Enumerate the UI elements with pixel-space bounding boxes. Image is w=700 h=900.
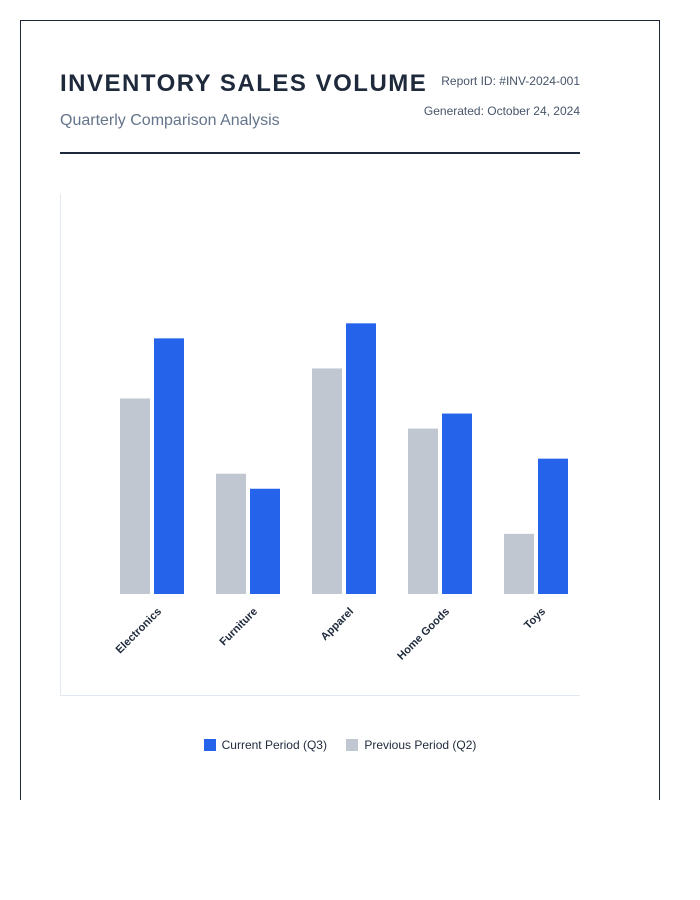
bar-current-home-goods (442, 413, 472, 594)
report-header: INVENTORY SALES VOLUME Quarterly Compari… (60, 70, 580, 154)
bar-previous-electronics (120, 398, 150, 594)
bar-current-apparel (346, 323, 376, 594)
legend-item-current: Current Period (Q3) (203, 737, 327, 752)
legend-label-previous: Previous Period (Q2) (364, 737, 477, 752)
x-tick-label: Toys (522, 606, 548, 632)
bar-current-toys (538, 458, 568, 594)
bar-chart: Electronics Furniture Apparel Home Goods Toy… (60, 194, 580, 696)
header-divider (60, 152, 580, 154)
page-subtitle: Quarterly Comparison Analysis (60, 112, 280, 129)
page-title: INVENTORY SALES VOLUME (60, 70, 428, 97)
bar-previous-home-goods (408, 428, 438, 594)
bar-previous-furniture (216, 473, 246, 594)
legend-swatch-current (203, 738, 216, 751)
bar-current-furniture (250, 488, 280, 594)
report-id: Report ID: #INV-2024-001 (441, 74, 580, 88)
legend-label-current: Current Period (Q3) (221, 737, 327, 752)
bar-previous-apparel (312, 368, 342, 594)
x-tick-label: Home Goods (395, 606, 452, 663)
x-tick-label: Furniture (217, 606, 260, 649)
bar-current-electronics (154, 338, 184, 594)
legend-swatch-previous (346, 738, 359, 751)
x-tick-label: Electronics (114, 606, 164, 656)
chart-canvas: Electronics Furniture Apparel Home Goods Toy… (60, 194, 580, 696)
legend-item-previous: Previous Period (Q2) (346, 738, 476, 752)
bar-previous-toys (504, 533, 534, 594)
generated-date: Generated: October 24, 2024 (423, 104, 580, 118)
x-tick-label: Apparel (319, 606, 356, 643)
chart-legend: Current Period (Q3) Previous Period (Q2) (0, 737, 680, 752)
